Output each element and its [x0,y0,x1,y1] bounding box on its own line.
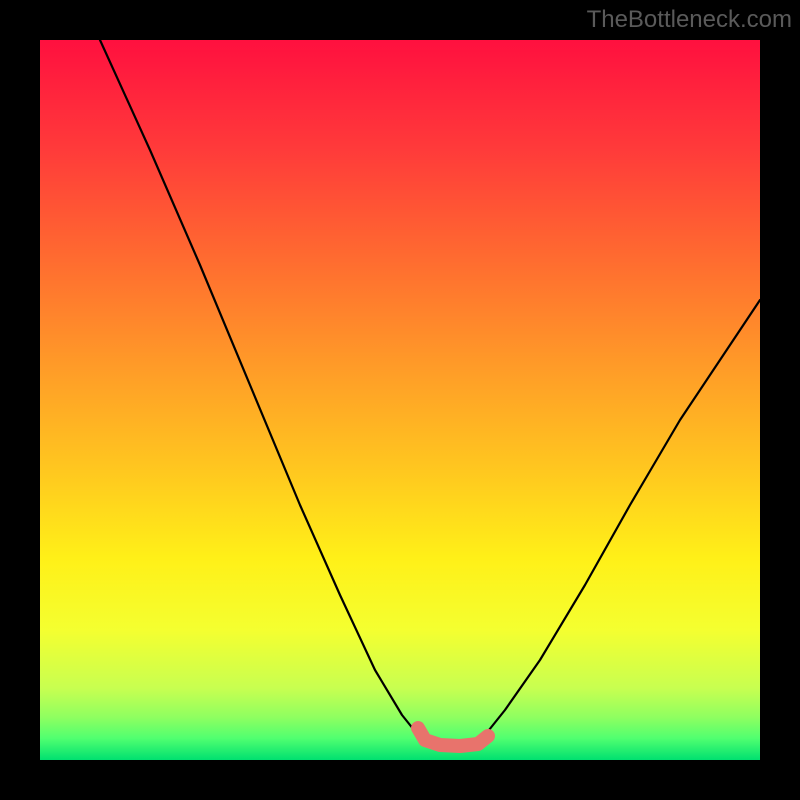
plot-area [40,40,760,760]
chart-overlay [40,40,760,760]
chart-frame: TheBottleneck.com [0,0,800,800]
bottom-mark [418,728,488,746]
bottleneck-curve-right [485,300,760,735]
bottleneck-curve-left [100,40,418,735]
watermark-text: TheBottleneck.com [587,6,792,34]
